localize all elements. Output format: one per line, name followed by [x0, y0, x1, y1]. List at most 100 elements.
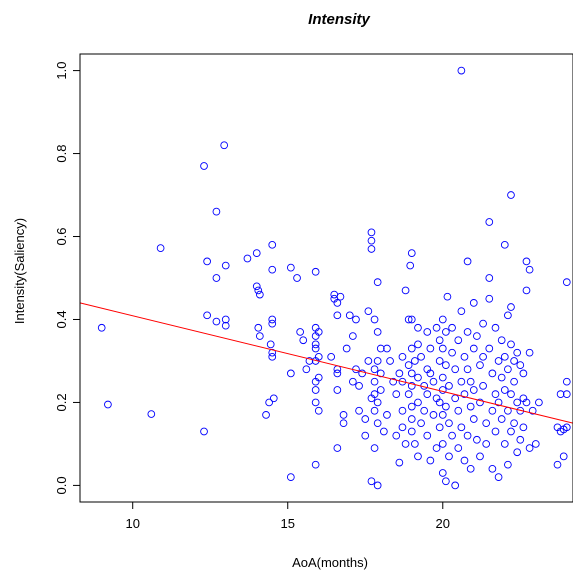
data-point: [200, 162, 208, 170]
data-point: [556, 390, 565, 398]
data-point: [442, 328, 450, 336]
data-point: [451, 365, 460, 374]
data-point: [268, 352, 277, 361]
data-point: [407, 369, 416, 378]
data-point: [522, 398, 531, 407]
data-point: [513, 348, 522, 357]
x-tick-label: 15: [281, 516, 295, 531]
data-point: [333, 311, 342, 320]
data-point: [404, 315, 413, 324]
data-point: [386, 357, 394, 365]
data-point: [507, 390, 515, 398]
data-point: [429, 377, 438, 386]
data-point: [473, 435, 481, 444]
data-point: [435, 398, 444, 407]
data-point: [488, 406, 497, 415]
data-point: [504, 311, 512, 320]
data-point: [370, 390, 379, 398]
data-point: [392, 390, 401, 398]
data-point: [367, 236, 376, 245]
data-point: [97, 323, 106, 332]
data-point: [221, 315, 230, 324]
data-point: [466, 377, 475, 386]
data-point: [485, 344, 494, 353]
data-point: [373, 328, 382, 336]
data-point: [339, 411, 348, 419]
data-point: [373, 278, 382, 286]
data-point: [268, 265, 277, 274]
data-point: [562, 390, 571, 398]
data-point: [454, 406, 463, 415]
data-point: [504, 460, 512, 469]
data-point: [448, 431, 456, 440]
data-point: [525, 444, 534, 452]
y-tick-label: 0.6: [54, 227, 69, 245]
data-point: [491, 390, 500, 398]
data-point: [255, 290, 264, 299]
data-point: [342, 344, 351, 353]
data-point: [305, 357, 314, 365]
data-point: [265, 398, 273, 407]
data-point: [212, 317, 221, 326]
data-point: [442, 402, 450, 411]
data-point: [407, 344, 416, 353]
data-point: [336, 292, 345, 301]
data-point: [417, 352, 425, 361]
x-tick-label: 10: [125, 516, 139, 531]
data-point: [302, 365, 311, 374]
data-point: [445, 382, 453, 390]
data-point: [389, 377, 398, 386]
data-point: [373, 398, 382, 407]
data-point: [373, 357, 382, 365]
data-point: [417, 419, 425, 428]
data-point: [398, 406, 407, 415]
data-point: [463, 328, 472, 336]
data-point: [311, 386, 320, 394]
data-point: [314, 406, 323, 415]
data-point: [220, 141, 229, 150]
data-point: [497, 373, 506, 382]
data-point: [494, 473, 503, 481]
data-point: [414, 373, 422, 382]
data-point: [535, 398, 543, 407]
data-point: [358, 369, 367, 378]
data-point: [262, 411, 270, 419]
data-point: [364, 357, 373, 365]
data-point: [380, 427, 388, 436]
data-point: [510, 357, 518, 365]
data-point: [252, 282, 261, 291]
data-point: [203, 311, 211, 320]
data-point: [510, 377, 518, 386]
data-point: [414, 398, 422, 407]
data-point: [376, 369, 385, 378]
data-point: [268, 348, 277, 357]
data-point: [327, 352, 336, 361]
data-point: [469, 415, 478, 423]
data-point: [435, 336, 444, 345]
data-point: [339, 419, 348, 428]
data-point: [286, 263, 295, 272]
data-point: [269, 394, 278, 403]
data-point: [485, 274, 494, 282]
data-point: [473, 332, 481, 340]
data-point: [522, 286, 531, 295]
data-point: [333, 386, 342, 394]
data-point: [367, 245, 376, 253]
data-point: [438, 469, 447, 477]
marks-layer: [79, 66, 573, 490]
data-point: [497, 336, 506, 345]
data-point: [423, 390, 432, 398]
data-point: [268, 319, 277, 328]
data-point: [494, 398, 503, 407]
data-point: [438, 440, 447, 448]
data-point: [435, 357, 444, 365]
data-point: [401, 440, 410, 448]
data-point: [448, 323, 456, 332]
data-point: [314, 373, 323, 382]
data-point: [147, 410, 156, 418]
data-point: [311, 460, 320, 469]
data-point: [553, 460, 562, 469]
data-point: [451, 481, 460, 490]
data-point: [463, 431, 472, 440]
